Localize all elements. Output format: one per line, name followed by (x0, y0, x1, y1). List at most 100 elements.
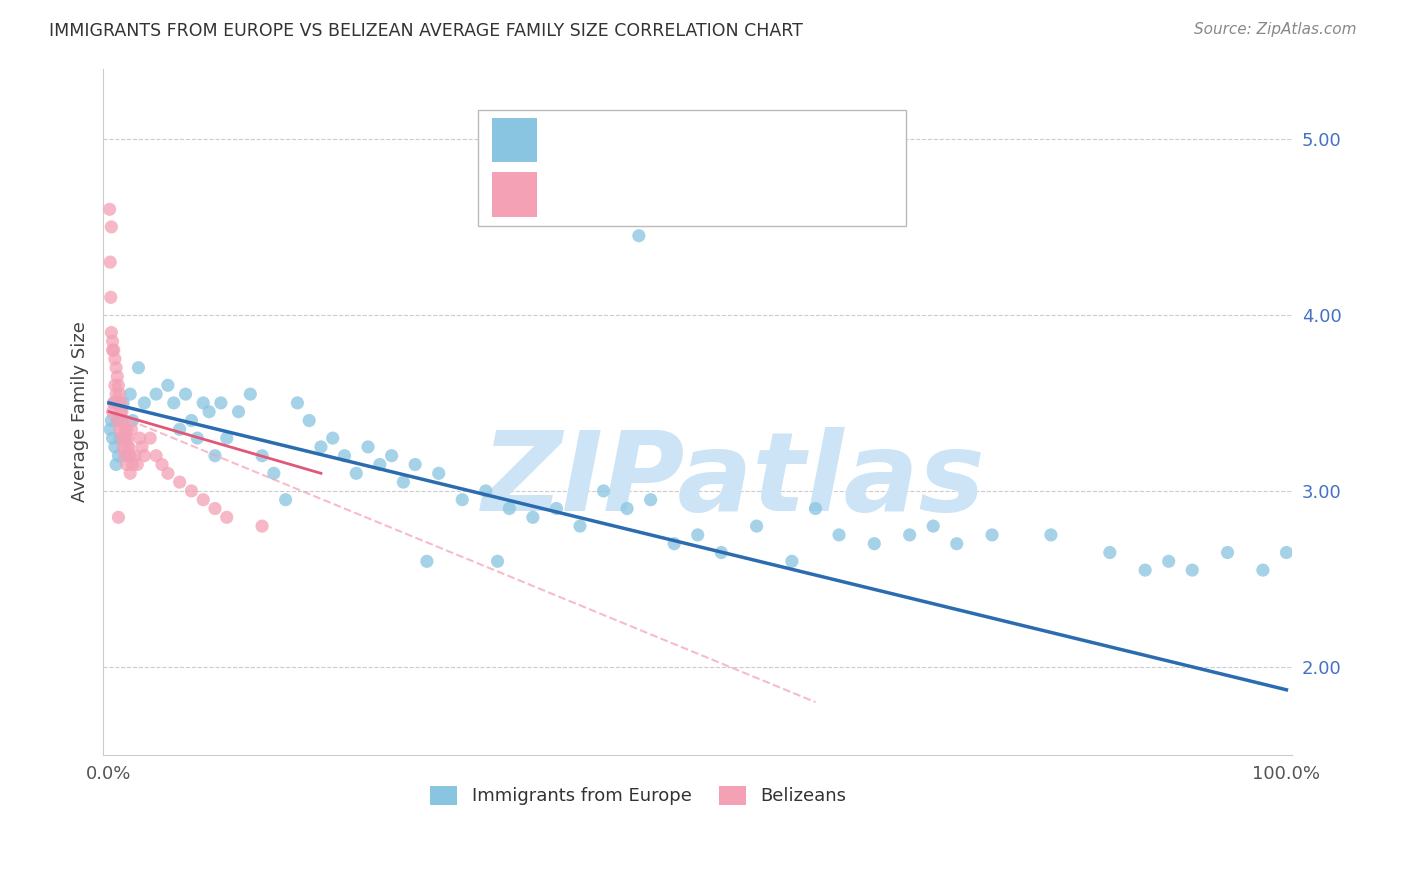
Point (100, 290, 122, 304)
Point (945, 537, 967, 551)
Point (1251, 563, 1274, 577)
Point (169, 422, 191, 436)
Text: Source: ZipAtlas.com: Source: ZipAtlas.com (1194, 22, 1357, 37)
Point (105, 413, 128, 427)
Point (103, 396, 125, 410)
Point (522, 510, 544, 524)
Point (193, 492, 215, 507)
Point (101, 405, 124, 419)
Point (105, 387, 128, 401)
Point (209, 396, 232, 410)
Point (114, 431, 136, 445)
Point (100, 219, 122, 234)
Point (134, 396, 156, 410)
Point (392, 475, 415, 489)
Point (215, 431, 238, 445)
Point (150, 458, 173, 472)
Point (118, 440, 141, 454)
Point (828, 528, 851, 542)
Point (804, 501, 827, 516)
Point (486, 554, 509, 568)
Point (111, 431, 134, 445)
Point (110, 405, 132, 419)
Text: ZIPatlas: ZIPatlas (481, 427, 986, 533)
Point (112, 449, 135, 463)
Text: R = -0.582: R = -0.582 (558, 131, 665, 149)
Point (104, 378, 127, 392)
Point (100, 326, 122, 340)
Point (1181, 563, 1204, 577)
Point (381, 449, 404, 463)
Point (108, 422, 131, 436)
Point (107, 510, 129, 524)
Point (124, 449, 146, 463)
Point (103, 396, 125, 410)
Point (104, 351, 127, 366)
Point (156, 378, 179, 392)
Point (120, 467, 142, 481)
Point (169, 475, 191, 489)
Point (204, 449, 226, 463)
Point (710, 545, 733, 559)
Point (145, 387, 167, 401)
Point (1216, 545, 1239, 559)
Point (1039, 528, 1062, 542)
Point (333, 449, 356, 463)
Point (898, 528, 921, 542)
Point (193, 396, 215, 410)
Point (198, 405, 221, 419)
Point (120, 449, 142, 463)
Point (112, 413, 135, 427)
Text: N = 54: N = 54 (751, 186, 818, 203)
Point (427, 467, 450, 481)
Point (110, 396, 132, 410)
Point (1275, 545, 1298, 559)
Point (103, 343, 125, 358)
Point (322, 431, 344, 445)
Point (110, 413, 132, 427)
Point (981, 528, 1004, 542)
Point (156, 467, 179, 481)
Point (616, 501, 638, 516)
Text: N = 78: N = 78 (751, 131, 818, 149)
Point (112, 440, 135, 454)
Point (475, 483, 498, 498)
Point (416, 554, 439, 568)
Point (121, 458, 143, 472)
Point (287, 396, 309, 410)
Point (98, 202, 121, 217)
Point (298, 413, 321, 427)
Point (1133, 563, 1156, 577)
Point (368, 458, 391, 472)
Point (107, 449, 129, 463)
Point (498, 501, 520, 516)
Point (274, 492, 297, 507)
Point (128, 431, 150, 445)
Point (215, 510, 238, 524)
Point (592, 483, 614, 498)
Point (780, 554, 803, 568)
Point (180, 483, 202, 498)
FancyBboxPatch shape (492, 172, 537, 217)
Point (627, 228, 650, 243)
Point (115, 458, 138, 472)
Point (105, 413, 128, 427)
Point (139, 431, 162, 445)
Point (101, 431, 124, 445)
Point (357, 440, 380, 454)
Point (546, 501, 568, 516)
Text: IMMIGRANTS FROM EUROPE VS BELIZEAN AVERAGE FAMILY SIZE CORRELATION CHART: IMMIGRANTS FROM EUROPE VS BELIZEAN AVERA… (49, 22, 803, 40)
Point (180, 413, 202, 427)
Point (344, 467, 367, 481)
Point (174, 387, 197, 401)
Point (104, 440, 127, 454)
Point (117, 431, 139, 445)
Point (309, 440, 332, 454)
Point (98, 422, 121, 436)
Point (127, 458, 149, 472)
Point (127, 360, 149, 375)
Point (121, 413, 143, 427)
Point (186, 431, 208, 445)
Point (112, 422, 135, 436)
Point (120, 422, 142, 436)
